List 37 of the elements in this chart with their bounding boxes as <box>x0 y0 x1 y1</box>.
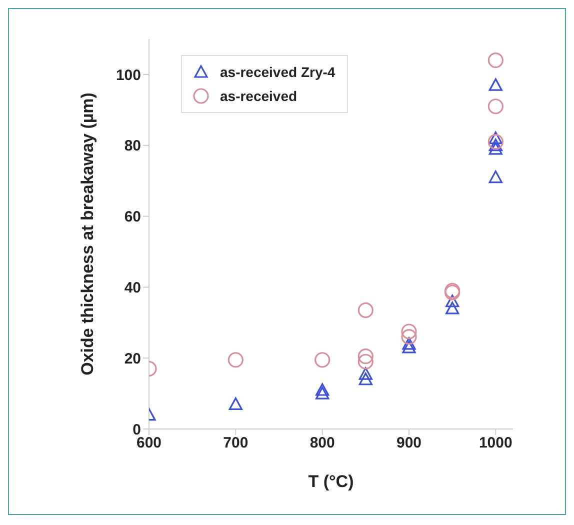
point <box>358 302 374 318</box>
point <box>488 170 502 184</box>
point <box>446 294 460 308</box>
legend-label: as-received <box>220 87 298 106</box>
point <box>488 52 504 68</box>
legend-label: as-received Zry-4 <box>220 63 336 82</box>
point <box>402 340 416 354</box>
y-tick-label: 100 <box>116 66 141 84</box>
point <box>488 138 502 152</box>
x-tick-label: 900 <box>396 434 422 452</box>
y-axis-title: Oxide thickness at breakaway (µm) <box>78 92 98 376</box>
point <box>401 329 417 345</box>
point <box>316 386 330 400</box>
y-tick-label: 80 <box>124 138 141 155</box>
point <box>314 352 330 368</box>
point <box>488 78 502 91</box>
point <box>316 383 330 396</box>
point <box>402 337 416 350</box>
point <box>488 142 502 155</box>
point <box>228 352 244 368</box>
y-tick-label: 20 <box>124 350 141 368</box>
point <box>358 372 372 386</box>
y-tick-label: 40 <box>124 280 141 297</box>
point <box>401 324 417 340</box>
y-tick-label: 60 <box>124 208 141 226</box>
x-tick-label: 700 <box>223 434 248 452</box>
x-axis-title: T (°C) <box>308 472 354 491</box>
point <box>446 302 460 314</box>
point <box>358 348 374 364</box>
point <box>358 367 372 380</box>
point <box>488 98 504 114</box>
x-tick-label: 800 <box>310 434 335 452</box>
point <box>488 131 502 144</box>
point <box>488 134 504 150</box>
point <box>228 397 242 410</box>
x-tick-label: 1000 <box>478 434 512 452</box>
point <box>358 354 374 370</box>
